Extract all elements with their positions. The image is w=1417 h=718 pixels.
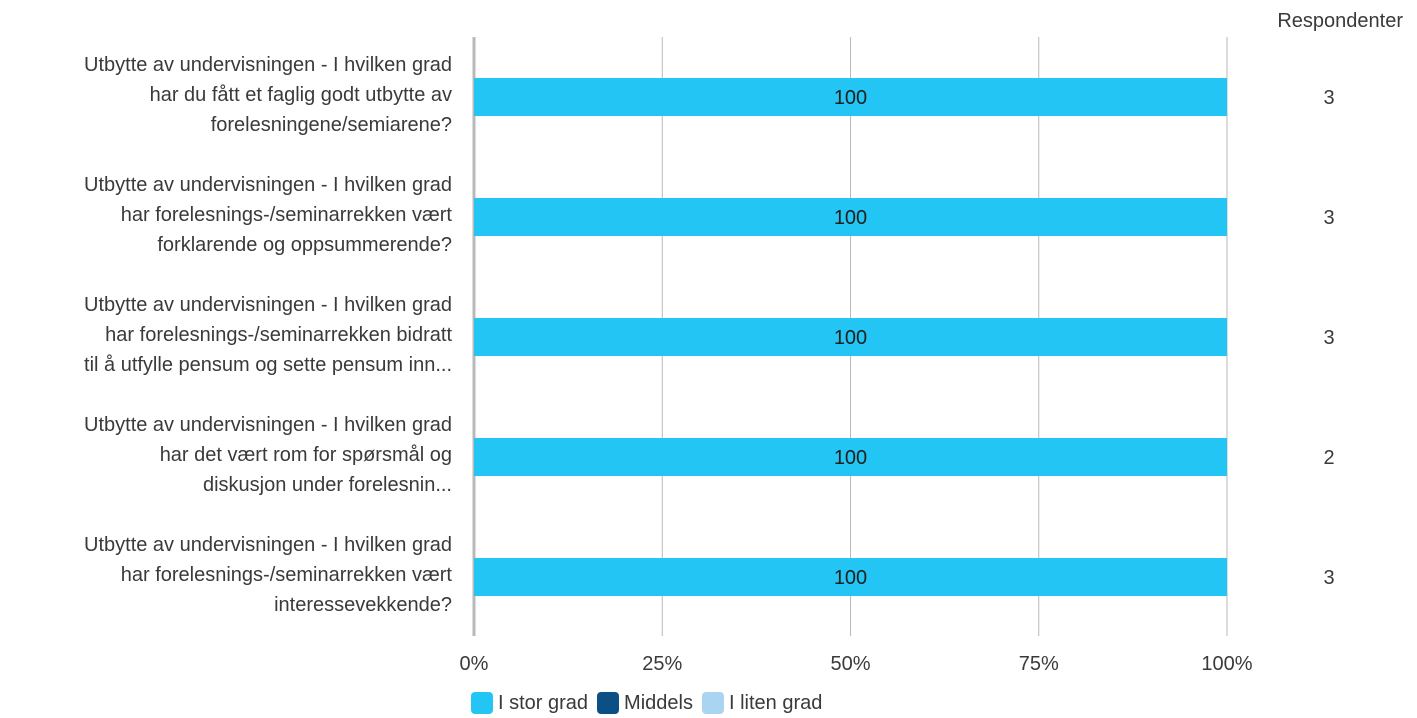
- respondents-count: 3: [1323, 567, 1334, 589]
- bar-value-label: 100: [834, 567, 867, 589]
- respondents-count: 2: [1323, 447, 1334, 469]
- bar: [474, 78, 1227, 116]
- respondents-count: 3: [1323, 327, 1334, 349]
- bar: [474, 558, 1227, 596]
- bar: [474, 198, 1227, 236]
- category-label: Utbytte av undervisningen - I hvilken gr…: [0, 530, 452, 620]
- legend-label: I stor grad: [498, 691, 589, 714]
- category-label-line: Utbytte av undervisningen - I hvilken gr…: [84, 534, 452, 556]
- category-label: Utbytte av undervisningen - I hvilken gr…: [0, 410, 452, 500]
- category-label-line: forklarende og oppsummerende?: [157, 234, 452, 256]
- bar-value-label: 100: [834, 327, 867, 349]
- category-label-line: interessevekkende?: [274, 594, 452, 616]
- bar-value-label: 100: [834, 87, 867, 109]
- respondents-count: 3: [1323, 87, 1334, 109]
- legend-swatch: [471, 692, 493, 714]
- category-label-line: har det vært rom for spørsmål og: [159, 444, 452, 466]
- bar: [474, 318, 1227, 356]
- category-label: Utbytte av undervisningen - I hvilken gr…: [0, 50, 452, 140]
- category-label-line: Utbytte av undervisningen - I hvilken gr…: [84, 54, 452, 76]
- category-label-line: diskusjon under forelesnin...: [202, 474, 452, 496]
- category-label-line: Utbytte av undervisningen - I hvilken gr…: [84, 414, 452, 436]
- legend-label: Middels: [624, 691, 693, 714]
- category-label-line: forelesningene/semiarene?: [210, 114, 452, 136]
- bar-value-label: 100: [834, 447, 867, 469]
- respondents-header: Respondenter: [1277, 10, 1403, 32]
- category-label-line: har forelesnings-/seminarrekken bidratt: [105, 324, 452, 346]
- legend-label: I liten grad: [728, 691, 823, 714]
- x-tick-label: 75%: [1019, 653, 1059, 675]
- category-label-line: Utbytte av undervisningen - I hvilken gr…: [84, 174, 452, 196]
- category-label-line: har forelesnings-/seminarrekken vært: [120, 204, 452, 226]
- category-label-line: til å utfylle pensum og sette pensum inn…: [84, 354, 452, 376]
- legend-item: I stor grad: [471, 692, 588, 715]
- category-label-line: har forelesnings-/seminarrekken vært: [120, 564, 452, 586]
- legend-item: I liten grad: [701, 691, 823, 715]
- legend-swatch: [597, 692, 620, 714]
- category-label: Utbytte av undervisningen - I hvilken gr…: [0, 290, 452, 380]
- legend-item: Middels: [597, 692, 693, 715]
- category-label: Utbytte av undervisningen - I hvilken gr…: [0, 170, 452, 260]
- x-tick-label: 50%: [830, 653, 870, 675]
- respondents-count: 3: [1323, 207, 1334, 229]
- legend-swatch: [701, 692, 724, 714]
- category-label-line: har du fått et faglig godt utbytte av: [149, 84, 452, 106]
- legend: I stor grad Middels I liten grad: [471, 688, 831, 718]
- x-tick-label: 0%: [460, 653, 489, 675]
- x-tick-label: 25%: [642, 653, 682, 675]
- category-label-line: Utbytte av undervisningen - I hvilken gr…: [84, 294, 452, 316]
- x-tick-label: 100%: [1201, 653, 1252, 675]
- bar: [474, 438, 1227, 476]
- bar-value-label: 100: [834, 207, 867, 229]
